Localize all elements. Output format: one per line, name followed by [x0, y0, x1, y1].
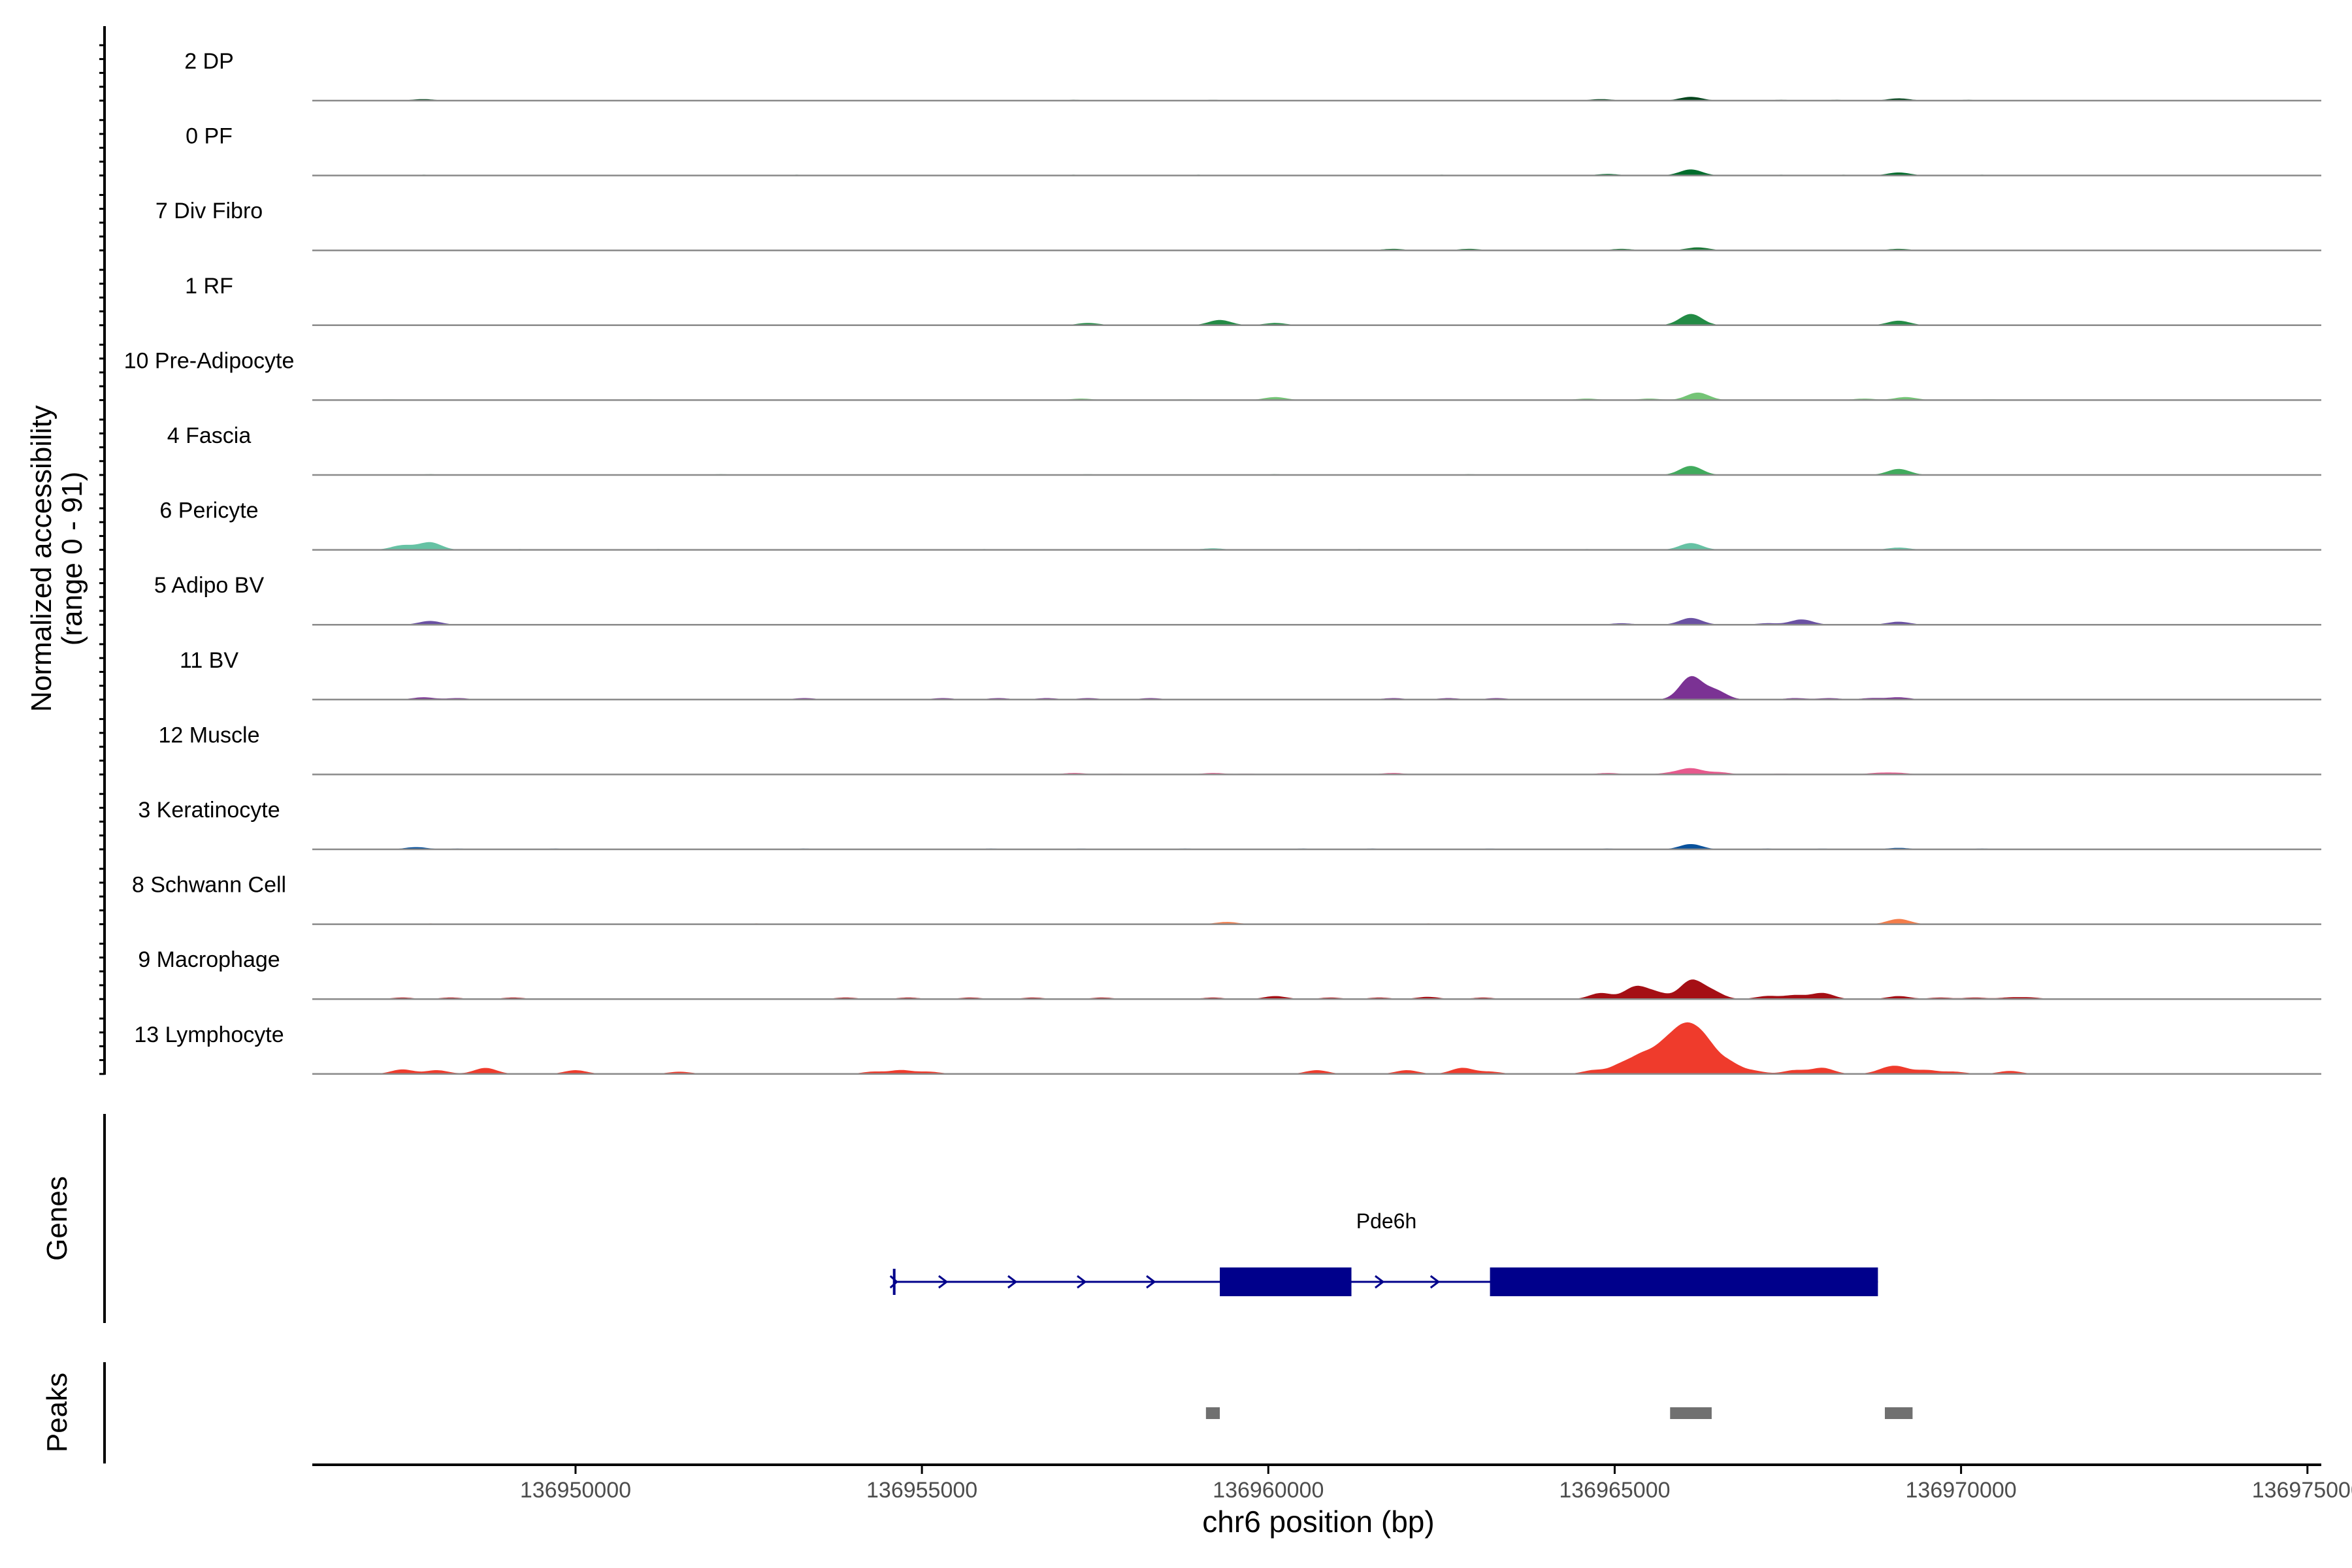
track-label: 13 Lymphocyte [134, 1022, 284, 1047]
track-12: 8 Schwann Cell [132, 873, 2321, 925]
track-1: 2 DP [184, 49, 2321, 102]
x-tick-label: 136955000 [866, 1478, 977, 1503]
track-label: 4 Fascia [167, 423, 252, 448]
x-axis-label: chr6 position (bp) [1202, 1505, 1434, 1539]
track-area [312, 979, 2321, 1000]
track-label: 12 Muscle [159, 723, 260, 747]
x-tick-label: 136975000 [2252, 1478, 2352, 1503]
track-label: 10 Pre-Adipocyte [124, 348, 295, 373]
track-10: 12 Muscle [159, 723, 2321, 776]
gene-strand-arrow [1007, 1275, 1018, 1289]
track-label: 3 Keratinocyte [138, 798, 280, 823]
track-14: 13 Lymphocyte [134, 1022, 2321, 1075]
track-label: 1 RF [185, 274, 233, 299]
track-label: 0 PF [186, 124, 233, 149]
x-tick-label: 136950000 [520, 1478, 631, 1503]
track-7: 6 Pericyte [159, 498, 2321, 551]
track-label: 2 DP [184, 49, 234, 74]
genes-axis-label: Genes [41, 1176, 73, 1261]
peak-region [1670, 1407, 1712, 1419]
track-label: 7 Div Fibro [155, 199, 263, 223]
x-tick-label: 136960000 [1213, 1478, 1324, 1503]
x-tick-label: 136970000 [1906, 1478, 2017, 1503]
track-label: 9 Macrophage [138, 947, 280, 972]
gene-name: Pde6h [1356, 1209, 1417, 1233]
track-area [312, 466, 2321, 475]
track-6: 4 Fascia [167, 423, 2321, 476]
y-axis-sublabel: (range 0 - 91) [56, 472, 88, 646]
genes-panel: Pde6h [889, 1209, 1878, 1296]
track-11: 3 Keratinocyte [138, 798, 2321, 851]
gene-strand-arrow [1375, 1275, 1385, 1289]
gene-strand-arrow [1077, 1275, 1087, 1289]
track-area [312, 768, 2321, 775]
track-area [312, 314, 2321, 325]
track-area [312, 1022, 2321, 1074]
track-13: 9 Macrophage [138, 947, 2321, 1000]
gene-exon [1490, 1267, 1878, 1296]
track-area [312, 392, 2321, 400]
peaks-panel [1205, 1407, 1913, 1419]
track-8: 5 Adipo BV [154, 573, 2321, 626]
accessibility-tracks: 2 DP 0 PF 7 Div Fibro 1 RF 10 Pre-Adipocyte 4… [124, 49, 2321, 1075]
track-label: 6 Pericyte [159, 498, 258, 523]
track-label: 11 BV [180, 648, 238, 673]
track-area [312, 169, 2321, 176]
track-9: 11 BV [180, 648, 2321, 701]
track-area [312, 542, 2321, 550]
x-axis: 136950000 136955000 136960000 136965000 1369… [312, 1463, 2352, 1503]
peaks-axis-label: Peaks [41, 1373, 73, 1452]
gene-strand-arrow [1146, 1275, 1156, 1289]
track-area [312, 676, 2321, 700]
track-label: 8 Schwann Cell [132, 873, 286, 898]
x-tick-label: 136965000 [1559, 1478, 1670, 1503]
accessibility-y-axis [99, 26, 106, 1075]
peak-region [1205, 1407, 1220, 1419]
track-4: 1 RF [185, 274, 2321, 327]
track-3: 7 Div Fibro [155, 199, 2321, 252]
peak-region [1884, 1407, 1913, 1419]
track-area [312, 617, 2321, 625]
gene-start-chevron [889, 1275, 898, 1289]
gene-strand-arrow [938, 1275, 949, 1289]
gene-strand-arrow [1429, 1275, 1441, 1289]
track-label: 5 Adipo BV [154, 573, 265, 598]
track-2: 0 PF [186, 124, 2321, 176]
track-5: 10 Pre-Adipocyte [124, 348, 2321, 401]
y-axis-label: Normalized accessibility [25, 405, 57, 711]
gene-exon [1220, 1267, 1352, 1296]
